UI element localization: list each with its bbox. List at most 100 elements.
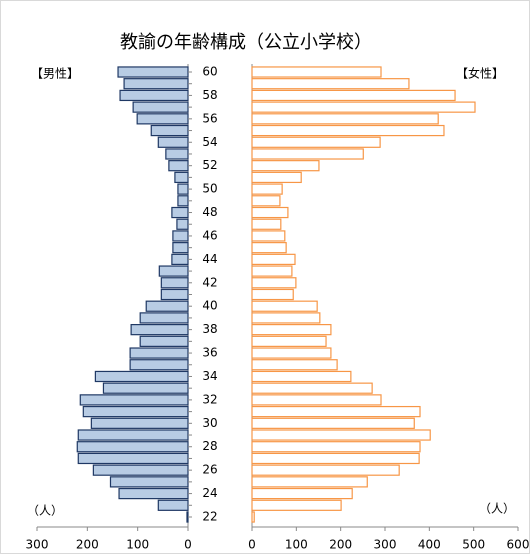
bar <box>171 253 189 266</box>
x-tick-label: 300 <box>374 538 397 552</box>
bar <box>251 277 297 289</box>
bar <box>251 394 382 406</box>
x-tick-label: 0 <box>184 538 192 552</box>
y-tick-label: 30 <box>202 416 217 430</box>
bar <box>94 370 189 383</box>
bar <box>251 511 255 523</box>
unit-label: （人） <box>27 504 63 518</box>
bar <box>157 499 189 511</box>
bar <box>136 113 189 125</box>
bar <box>117 66 189 78</box>
bar <box>145 300 189 312</box>
bar <box>251 370 352 383</box>
x-tick-label: 500 <box>462 538 485 552</box>
bar <box>119 89 189 102</box>
bar <box>251 195 281 207</box>
bar <box>251 136 381 148</box>
bar <box>76 441 189 453</box>
bar <box>251 253 296 266</box>
bar <box>186 511 189 523</box>
bar <box>130 323 189 336</box>
y-tick-label: 50 <box>202 182 217 196</box>
bar <box>251 359 338 371</box>
bar <box>123 78 189 90</box>
bar <box>92 464 189 476</box>
bar <box>251 417 415 429</box>
bar <box>251 487 353 500</box>
bar <box>177 183 189 195</box>
bar <box>160 288 189 301</box>
bar <box>251 218 282 230</box>
bar <box>251 441 421 453</box>
x-tick-label: 0 <box>248 538 256 552</box>
x-tick-label: 400 <box>418 538 441 552</box>
bar <box>82 405 189 418</box>
x-tick-label: 100 <box>126 538 149 552</box>
y-tick-label: 40 <box>202 299 217 313</box>
bar <box>251 265 293 277</box>
bar <box>251 78 410 90</box>
y-tick-label: 28 <box>202 439 217 453</box>
legend-label: 【男性】 <box>31 67 79 81</box>
bar <box>251 171 302 184</box>
bar <box>251 382 373 394</box>
bar <box>139 335 189 347</box>
bar <box>251 499 342 511</box>
y-tick-label: 60 <box>202 65 217 79</box>
bar <box>176 218 189 230</box>
bar <box>171 206 189 219</box>
bar <box>251 335 327 347</box>
bar <box>251 242 287 254</box>
bar <box>251 476 368 488</box>
bar <box>132 101 189 113</box>
bar <box>251 347 332 359</box>
bar <box>172 230 189 242</box>
bar <box>251 148 364 160</box>
bar <box>251 323 332 336</box>
bar <box>251 66 382 78</box>
x-tick-label: 300 <box>26 538 49 552</box>
bar <box>251 113 439 125</box>
y-tick-label: 42 <box>202 275 217 289</box>
bar <box>251 101 476 113</box>
x-tick-label: 600 <box>507 538 530 552</box>
y-tick-label: 58 <box>202 88 217 102</box>
bar <box>251 300 318 312</box>
y-tick-label: 52 <box>202 158 217 172</box>
bar <box>177 195 189 207</box>
y-tick-label: 34 <box>202 369 217 383</box>
bar <box>77 452 189 465</box>
bar <box>118 487 189 500</box>
y-tick-label: 36 <box>202 346 217 360</box>
bar <box>102 382 189 394</box>
bar <box>251 312 321 324</box>
bar <box>165 148 189 160</box>
bar <box>158 265 189 277</box>
bar <box>251 288 294 301</box>
bar <box>251 429 431 441</box>
bar <box>251 405 421 418</box>
legend-label: 【女性】 <box>456 66 504 81</box>
y-tick-label: 26 <box>202 463 217 477</box>
bar <box>251 124 445 137</box>
x-tick-label: 200 <box>76 538 99 552</box>
chart-title: 教諭の年齢構成（公立小学校） <box>120 32 372 53</box>
bar <box>77 429 189 441</box>
bar <box>160 277 189 289</box>
y-tick-label: 48 <box>202 205 217 219</box>
x-tick-label: 200 <box>329 538 352 552</box>
y-tick-label: 54 <box>202 135 217 149</box>
y-tick-label: 56 <box>202 111 217 125</box>
bar <box>168 160 189 172</box>
y-tick-label: 38 <box>202 322 217 336</box>
y-tick-label: 22 <box>202 510 217 524</box>
y-tick-label: 44 <box>202 252 217 266</box>
bar <box>172 242 189 254</box>
bar <box>251 183 283 195</box>
bar <box>90 417 189 429</box>
y-tick-label: 46 <box>202 228 217 242</box>
y-tick-label: 32 <box>202 392 217 406</box>
bar <box>251 230 286 242</box>
bar <box>251 206 289 219</box>
